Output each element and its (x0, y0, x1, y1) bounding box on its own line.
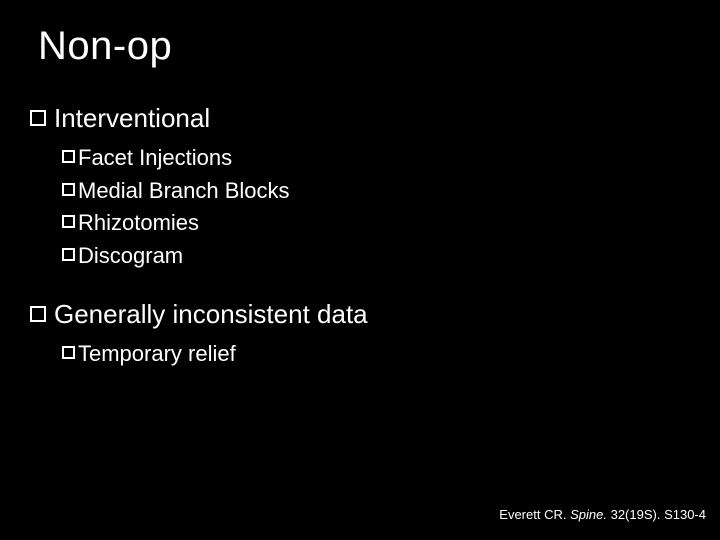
sub-group-interventional: Facet Injections Medial Branch Blocks Rh… (62, 144, 720, 270)
slide: Non-op Interventional Facet Injections M… (0, 0, 720, 540)
checkbox-icon (62, 183, 75, 196)
bullet-generally-inconsistent: Generally inconsistent data (30, 299, 720, 330)
checkbox-icon (30, 306, 46, 322)
citation-journal: Spine. (570, 507, 607, 522)
checkbox-icon (62, 346, 75, 359)
checkbox-icon (30, 110, 46, 126)
checkbox-icon (62, 150, 75, 163)
citation-details: 32(19S). S130-4 (611, 507, 706, 522)
checkbox-icon (62, 215, 75, 228)
bullet-discogram: Discogram (62, 242, 720, 271)
bullet-l1-text: Generally inconsistent data (54, 299, 368, 330)
bullet-l2-text: Rhizotomies (78, 209, 199, 238)
bullet-l2-text: Temporary relief (78, 340, 236, 369)
bullet-l2-text: Facet Injections (78, 144, 232, 173)
citation: Everett CR. Spine. 32(19S). S130-4 (499, 507, 706, 522)
bullet-facet-injections: Facet Injections (62, 144, 720, 173)
bullet-interventional: Interventional (30, 103, 720, 134)
bullet-l2-text: Medial Branch Blocks (78, 177, 290, 206)
bullet-temporary-relief: Temporary relief (62, 340, 720, 369)
slide-title: Non-op (38, 24, 720, 69)
bullet-l1-text: Interventional (54, 103, 210, 134)
sub-group-generally: Temporary relief (62, 340, 720, 369)
bullet-l2-text: Discogram (78, 242, 183, 271)
bullet-medial-branch-blocks: Medial Branch Blocks (62, 177, 720, 206)
checkbox-icon (62, 248, 75, 261)
citation-author: Everett CR. (499, 507, 566, 522)
bullet-rhizotomies: Rhizotomies (62, 209, 720, 238)
